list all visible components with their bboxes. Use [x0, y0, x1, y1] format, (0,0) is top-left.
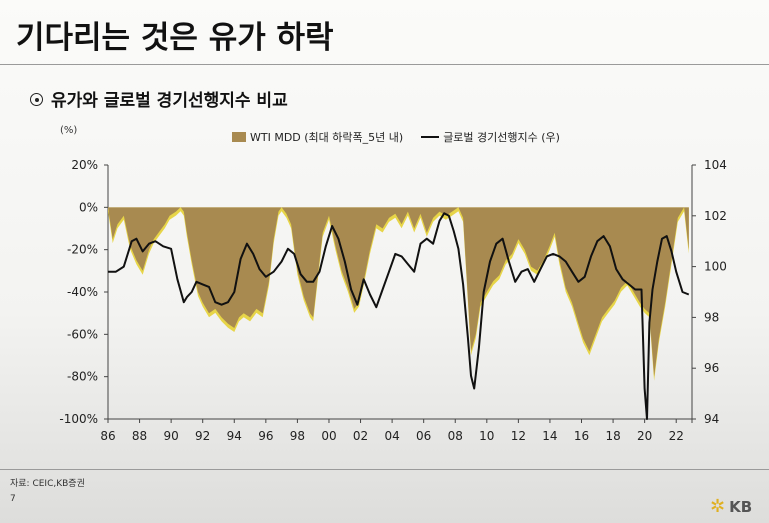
- left-axis-tick-label: -20%: [67, 243, 98, 257]
- title-divider: [0, 64, 769, 65]
- right-axis-tick-label: 102: [704, 209, 727, 223]
- x-axis-tick-label: 04: [384, 429, 399, 443]
- x-axis-tick-label: 02: [353, 429, 368, 443]
- left-axis-tick-label: -40%: [67, 285, 98, 299]
- x-axis-tick-label: 94: [227, 429, 242, 443]
- global-leading-index-line: [108, 212, 690, 420]
- x-axis-tick-label: 88: [132, 429, 147, 443]
- left-axis-unit: (%): [60, 125, 78, 136]
- right-axis-tick-label: 94: [704, 412, 719, 426]
- legend-area-swatch: [232, 132, 246, 142]
- kb-logo: ✲ KB: [710, 496, 752, 517]
- left-axis-tick-label: 20%: [71, 158, 98, 172]
- left-axis-tick-label: -100%: [59, 412, 98, 426]
- x-axis-tick-label: 92: [195, 429, 210, 443]
- x-axis-tick-label: 12: [511, 429, 526, 443]
- legend-line-label: 글로벌 경기선행지수 (우): [443, 131, 560, 144]
- left-axis-tick-label: -80%: [67, 370, 98, 384]
- right-axis-tick-label: 104: [704, 158, 727, 172]
- kb-star-icon: ✲: [710, 496, 726, 517]
- x-axis-tick-label: 06: [416, 429, 431, 443]
- legend-line-swatch: [421, 136, 440, 138]
- page-title: 기다리는 것은 유가 하락: [16, 20, 334, 56]
- x-axis-tick-label: 22: [669, 429, 684, 443]
- source-note: 자료: CEIC,KB증권: [10, 479, 85, 489]
- x-axis-tick-label: 18: [605, 429, 620, 443]
- x-axis-tick-label: 98: [290, 429, 305, 443]
- subtitle-text: 유가와 글로벌 경기선행지수 비교: [51, 91, 288, 111]
- left-axis-tick-label: -60%: [67, 327, 98, 341]
- footer-divider: [0, 469, 769, 470]
- x-axis-tick-label: 96: [258, 429, 273, 443]
- right-axis-tick-label: 98: [704, 310, 719, 324]
- x-axis-tick-label: 90: [163, 429, 178, 443]
- x-axis-tick-label: 16: [574, 429, 589, 443]
- right-axis-tick-label: 96: [704, 361, 719, 375]
- x-axis-tick-label: 08: [448, 429, 463, 443]
- page-number: 7: [10, 494, 16, 504]
- chart-legend: WTI MDD (최대 하락폭_5년 내) 글로벌 경기선행지수 (우): [232, 129, 560, 145]
- x-axis-tick-label: 00: [321, 429, 336, 443]
- circle-bullet-icon: [30, 93, 43, 106]
- x-axis-tick-label: 86: [100, 429, 115, 443]
- legend-area-label: WTI MDD (최대 하락폭_5년 내): [250, 131, 404, 144]
- chart-subtitle: 유가와 글로벌 경기선행지수 비교: [30, 86, 288, 111]
- wti-mdd-area: [108, 207, 689, 377]
- right-axis-tick-label: 100: [704, 260, 727, 274]
- left-axis-tick-label: 0%: [79, 200, 98, 214]
- x-axis-tick-label: 10: [479, 429, 494, 443]
- x-axis-tick-label: 14: [542, 429, 557, 443]
- x-axis-tick-label: 20: [637, 429, 652, 443]
- logo-text: KB: [729, 497, 753, 516]
